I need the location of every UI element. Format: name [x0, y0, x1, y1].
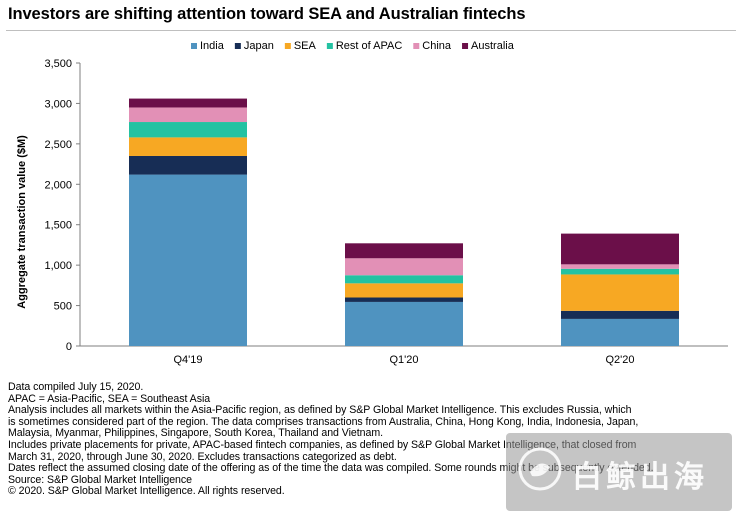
bar-segment: [345, 243, 463, 259]
legend-entry: Japan: [244, 40, 274, 52]
y-tick-label: 2,500: [44, 139, 72, 151]
legend-swatch: [234, 43, 241, 49]
bar-segment: [129, 122, 247, 138]
legend-entry: SEA: [294, 40, 317, 52]
y-tick-label: 1,500: [44, 220, 72, 232]
bar-segment: [129, 137, 247, 156]
x-tick-label: Q2'20: [605, 354, 634, 366]
y-tick-label: 500: [54, 301, 72, 313]
y-tick-label: 3,000: [44, 98, 72, 110]
bar-segment: [561, 318, 679, 346]
bar-segment: [129, 98, 247, 108]
legend-entry: China: [422, 40, 452, 52]
y-tick-label: 2,000: [44, 179, 72, 191]
note-line: is sometimes considered part of the regi…: [8, 416, 639, 428]
note-line: March 31, 2020, through June 30, 2020. E…: [8, 451, 397, 463]
legend-swatch: [284, 43, 291, 49]
legend-swatch: [326, 43, 333, 49]
title-divider: [6, 30, 736, 31]
whale-logo-icon: [518, 447, 562, 491]
note-line: Includes private placements for private,…: [8, 439, 637, 451]
watermark-text: 白鲸出海: [572, 461, 708, 494]
chart-notes: Data compiled July 15, 2020. APAC = Asia-…: [8, 382, 734, 498]
bar-segment: [345, 283, 463, 298]
chart-legend: India Japan SEA Rest of APAC China Australia: [191, 40, 515, 52]
bar-segment: [345, 275, 463, 284]
legend-entry: Australia: [471, 40, 515, 52]
y-axis-label: Aggregate transaction value ($M): [16, 135, 28, 309]
legend-swatch: [462, 43, 469, 49]
note-line: Dates reflect the assumed closing date o…: [8, 463, 654, 475]
bar-segment: [129, 107, 247, 123]
note-line: Data compiled July 15, 2020.: [8, 382, 144, 393]
x-axis: Q4'19 Q1'20 Q2'20: [80, 345, 728, 366]
y-tick-label: 1,000: [44, 260, 72, 272]
bar-segment: [345, 258, 463, 276]
legend-entry: Rest of APAC: [336, 40, 402, 52]
y-tick-label: 3,500: [44, 58, 72, 70]
bar-segment: [129, 155, 247, 175]
x-tick-label: Q4'19: [173, 354, 202, 366]
bar-segment: [561, 310, 679, 319]
bar-segment: [345, 301, 463, 346]
watermark: 白鲸出海: [506, 433, 732, 511]
note-line: Malaysia, Myanmar, Philippines, Singapor…: [8, 428, 384, 440]
x-tick-label: Q1'20: [389, 354, 418, 366]
bar-segment: [561, 268, 679, 275]
bar-stacks: [129, 98, 679, 346]
bar-segment: [561, 274, 679, 311]
note-line: Analysis includes all markets within the…: [8, 405, 632, 417]
note-line: © 2020. S&P Global Market Intelligence. …: [8, 486, 285, 498]
bar-segment: [561, 233, 679, 265]
y-tick-label: 0: [66, 341, 72, 353]
bar-segment: [129, 174, 247, 346]
bar-segment: [345, 297, 463, 302]
legend-swatch: [191, 43, 197, 49]
note-line: APAC = Asia-Pacific, SEA = Southeast Asi…: [8, 393, 211, 405]
stacked-bar-chart: India Japan SEA Rest of APAC China Australia …: [16, 40, 728, 366]
chart-title: Investors are shifting attention toward …: [8, 5, 526, 23]
bar-segment: [561, 264, 679, 269]
note-line: Source: S&P Global Market Intelligence: [8, 474, 192, 486]
legend-entry: India: [200, 40, 225, 52]
y-axis: 0 500 1,000 1,500 2,000 2,500 3,000 3,500: [44, 58, 81, 353]
legend-swatch: [413, 43, 420, 49]
